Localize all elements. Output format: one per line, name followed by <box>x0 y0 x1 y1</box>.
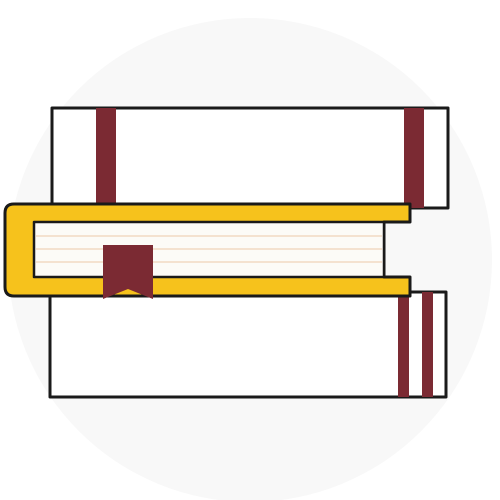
bottom-book-band-1 <box>398 292 409 397</box>
bottom-book-cover <box>48 290 448 399</box>
top-book-band-right <box>404 108 424 208</box>
bottom-book-band-2 <box>422 292 433 397</box>
top-book <box>50 106 450 210</box>
middle-book-page-lines <box>36 235 382 263</box>
bookmark-ribbon <box>103 245 153 299</box>
top-book-band-left <box>96 108 116 208</box>
bottom-book <box>48 290 448 399</box>
middle-book <box>3 202 412 299</box>
top-book-cover <box>50 106 450 210</box>
